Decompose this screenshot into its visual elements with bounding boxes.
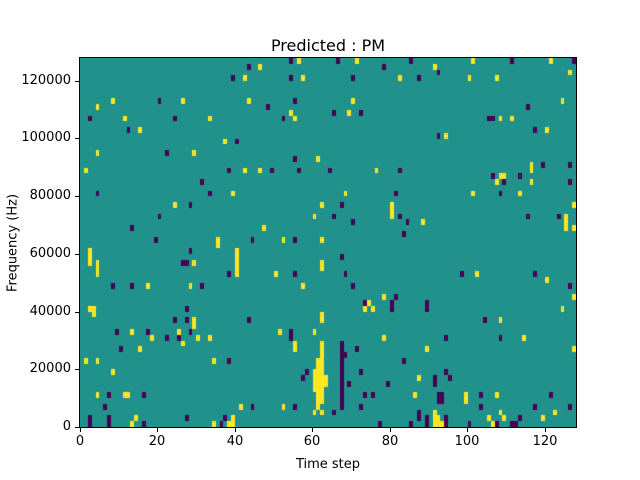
y-tick-label: 120000 xyxy=(21,73,71,88)
x-tick-label: 20 xyxy=(148,434,166,449)
x-tick-label: 100 xyxy=(454,434,480,449)
y-tick-mark xyxy=(75,196,79,197)
x-tick-label: 0 xyxy=(75,434,85,449)
heatmap-canvas xyxy=(80,58,576,427)
x-tick-mark xyxy=(390,428,391,432)
x-tick-label: 40 xyxy=(226,434,244,449)
x-tick-mark xyxy=(545,428,546,432)
plot-title: Predicted : PM xyxy=(270,36,386,55)
x-tick-label: 80 xyxy=(381,434,399,449)
y-tick-label: 80000 xyxy=(29,188,71,203)
y-tick-mark xyxy=(75,138,79,139)
x-tick-label: 120 xyxy=(532,434,558,449)
x-tick-mark xyxy=(312,428,313,432)
y-tick-label: 40000 xyxy=(29,304,71,319)
x-tick-mark xyxy=(235,428,236,432)
x-axis-label: Time step xyxy=(295,457,361,472)
y-tick-mark xyxy=(75,254,79,255)
y-tick-label: 0 xyxy=(62,419,71,434)
x-tick-mark xyxy=(157,428,158,432)
x-tick-mark xyxy=(80,428,81,432)
y-tick-label: 60000 xyxy=(29,246,71,261)
x-tick-label: 60 xyxy=(303,434,321,449)
y-tick-label: 100000 xyxy=(21,130,71,145)
y-tick-mark xyxy=(75,427,79,428)
y-tick-label: 20000 xyxy=(29,361,71,376)
plot-area xyxy=(79,57,577,428)
y-tick-mark xyxy=(75,81,79,82)
y-tick-mark xyxy=(75,369,79,370)
y-axis-label: Frequency (Hz) xyxy=(5,193,21,293)
y-tick-mark xyxy=(75,312,79,313)
x-tick-mark xyxy=(467,428,468,432)
